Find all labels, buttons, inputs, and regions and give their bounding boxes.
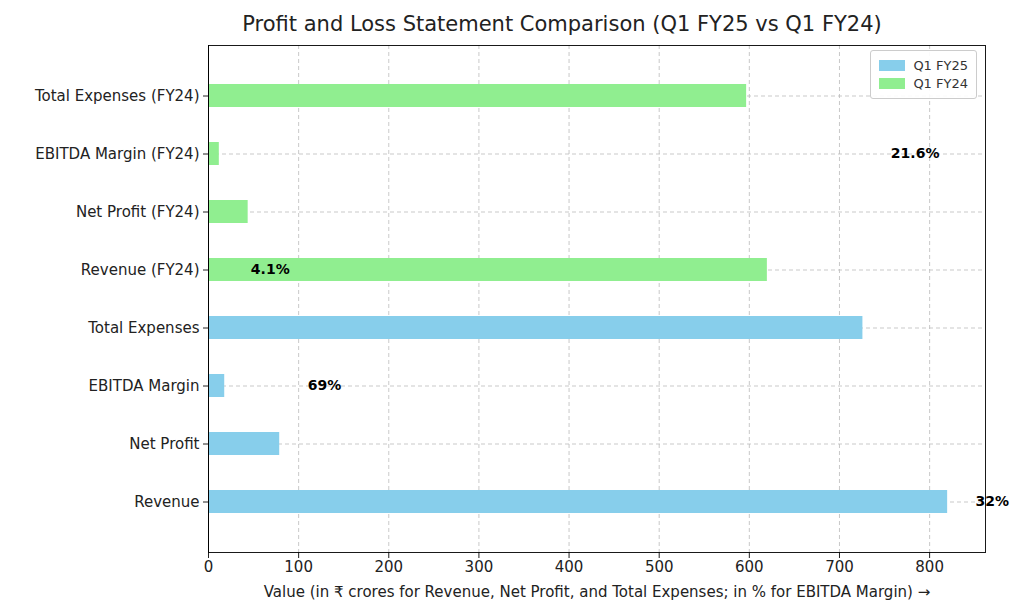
- svg-text:Total Expenses: Total Expenses: [87, 319, 199, 337]
- svg-text:Revenue: Revenue: [134, 493, 199, 511]
- svg-text:400: 400: [555, 558, 584, 576]
- html-text:Profit and Loss Statement Comp: Profit and Loss Statement Comparison (Q1…: [242, 12, 882, 36]
- svg-text:69%: 69%: [308, 377, 342, 393]
- html-text:Q1 FY25: Q1 FY25: [913, 58, 968, 73]
- svg-text:200: 200: [374, 558, 403, 576]
- svg-text:EBITDA Margin (FY24): EBITDA Margin (FY24): [35, 145, 199, 163]
- html-text:Q1 FY24: Q1 FY24: [913, 76, 968, 91]
- svg-text:0: 0: [204, 558, 214, 576]
- svg-text:500: 500: [645, 558, 674, 576]
- svg-text:600: 600: [735, 558, 764, 576]
- svg-text:Net Profit: Net Profit: [129, 435, 199, 453]
- svg-text:Net Profit (FY24): Net Profit (FY24): [76, 203, 200, 221]
- svg-text:4.1%: 4.1%: [251, 261, 290, 277]
- svg-text:32%: 32%: [976, 493, 1010, 509]
- svg-text:100: 100: [284, 558, 313, 576]
- svg-text:Value (in ₹ crores for Revenue: Value (in ₹ crores for Revenue, Net Prof…: [264, 583, 931, 601]
- svg-text:Revenue (FY24): Revenue (FY24): [81, 261, 200, 279]
- svg-text:800: 800: [915, 558, 944, 576]
- svg-text:300: 300: [465, 558, 494, 576]
- svg-text:Total Expenses (FY24): Total Expenses (FY24): [34, 87, 200, 105]
- svg-text:21.6%: 21.6%: [891, 145, 940, 161]
- svg-text:700: 700: [825, 558, 854, 576]
- svg-text:EBITDA Margin: EBITDA Margin: [89, 377, 200, 395]
